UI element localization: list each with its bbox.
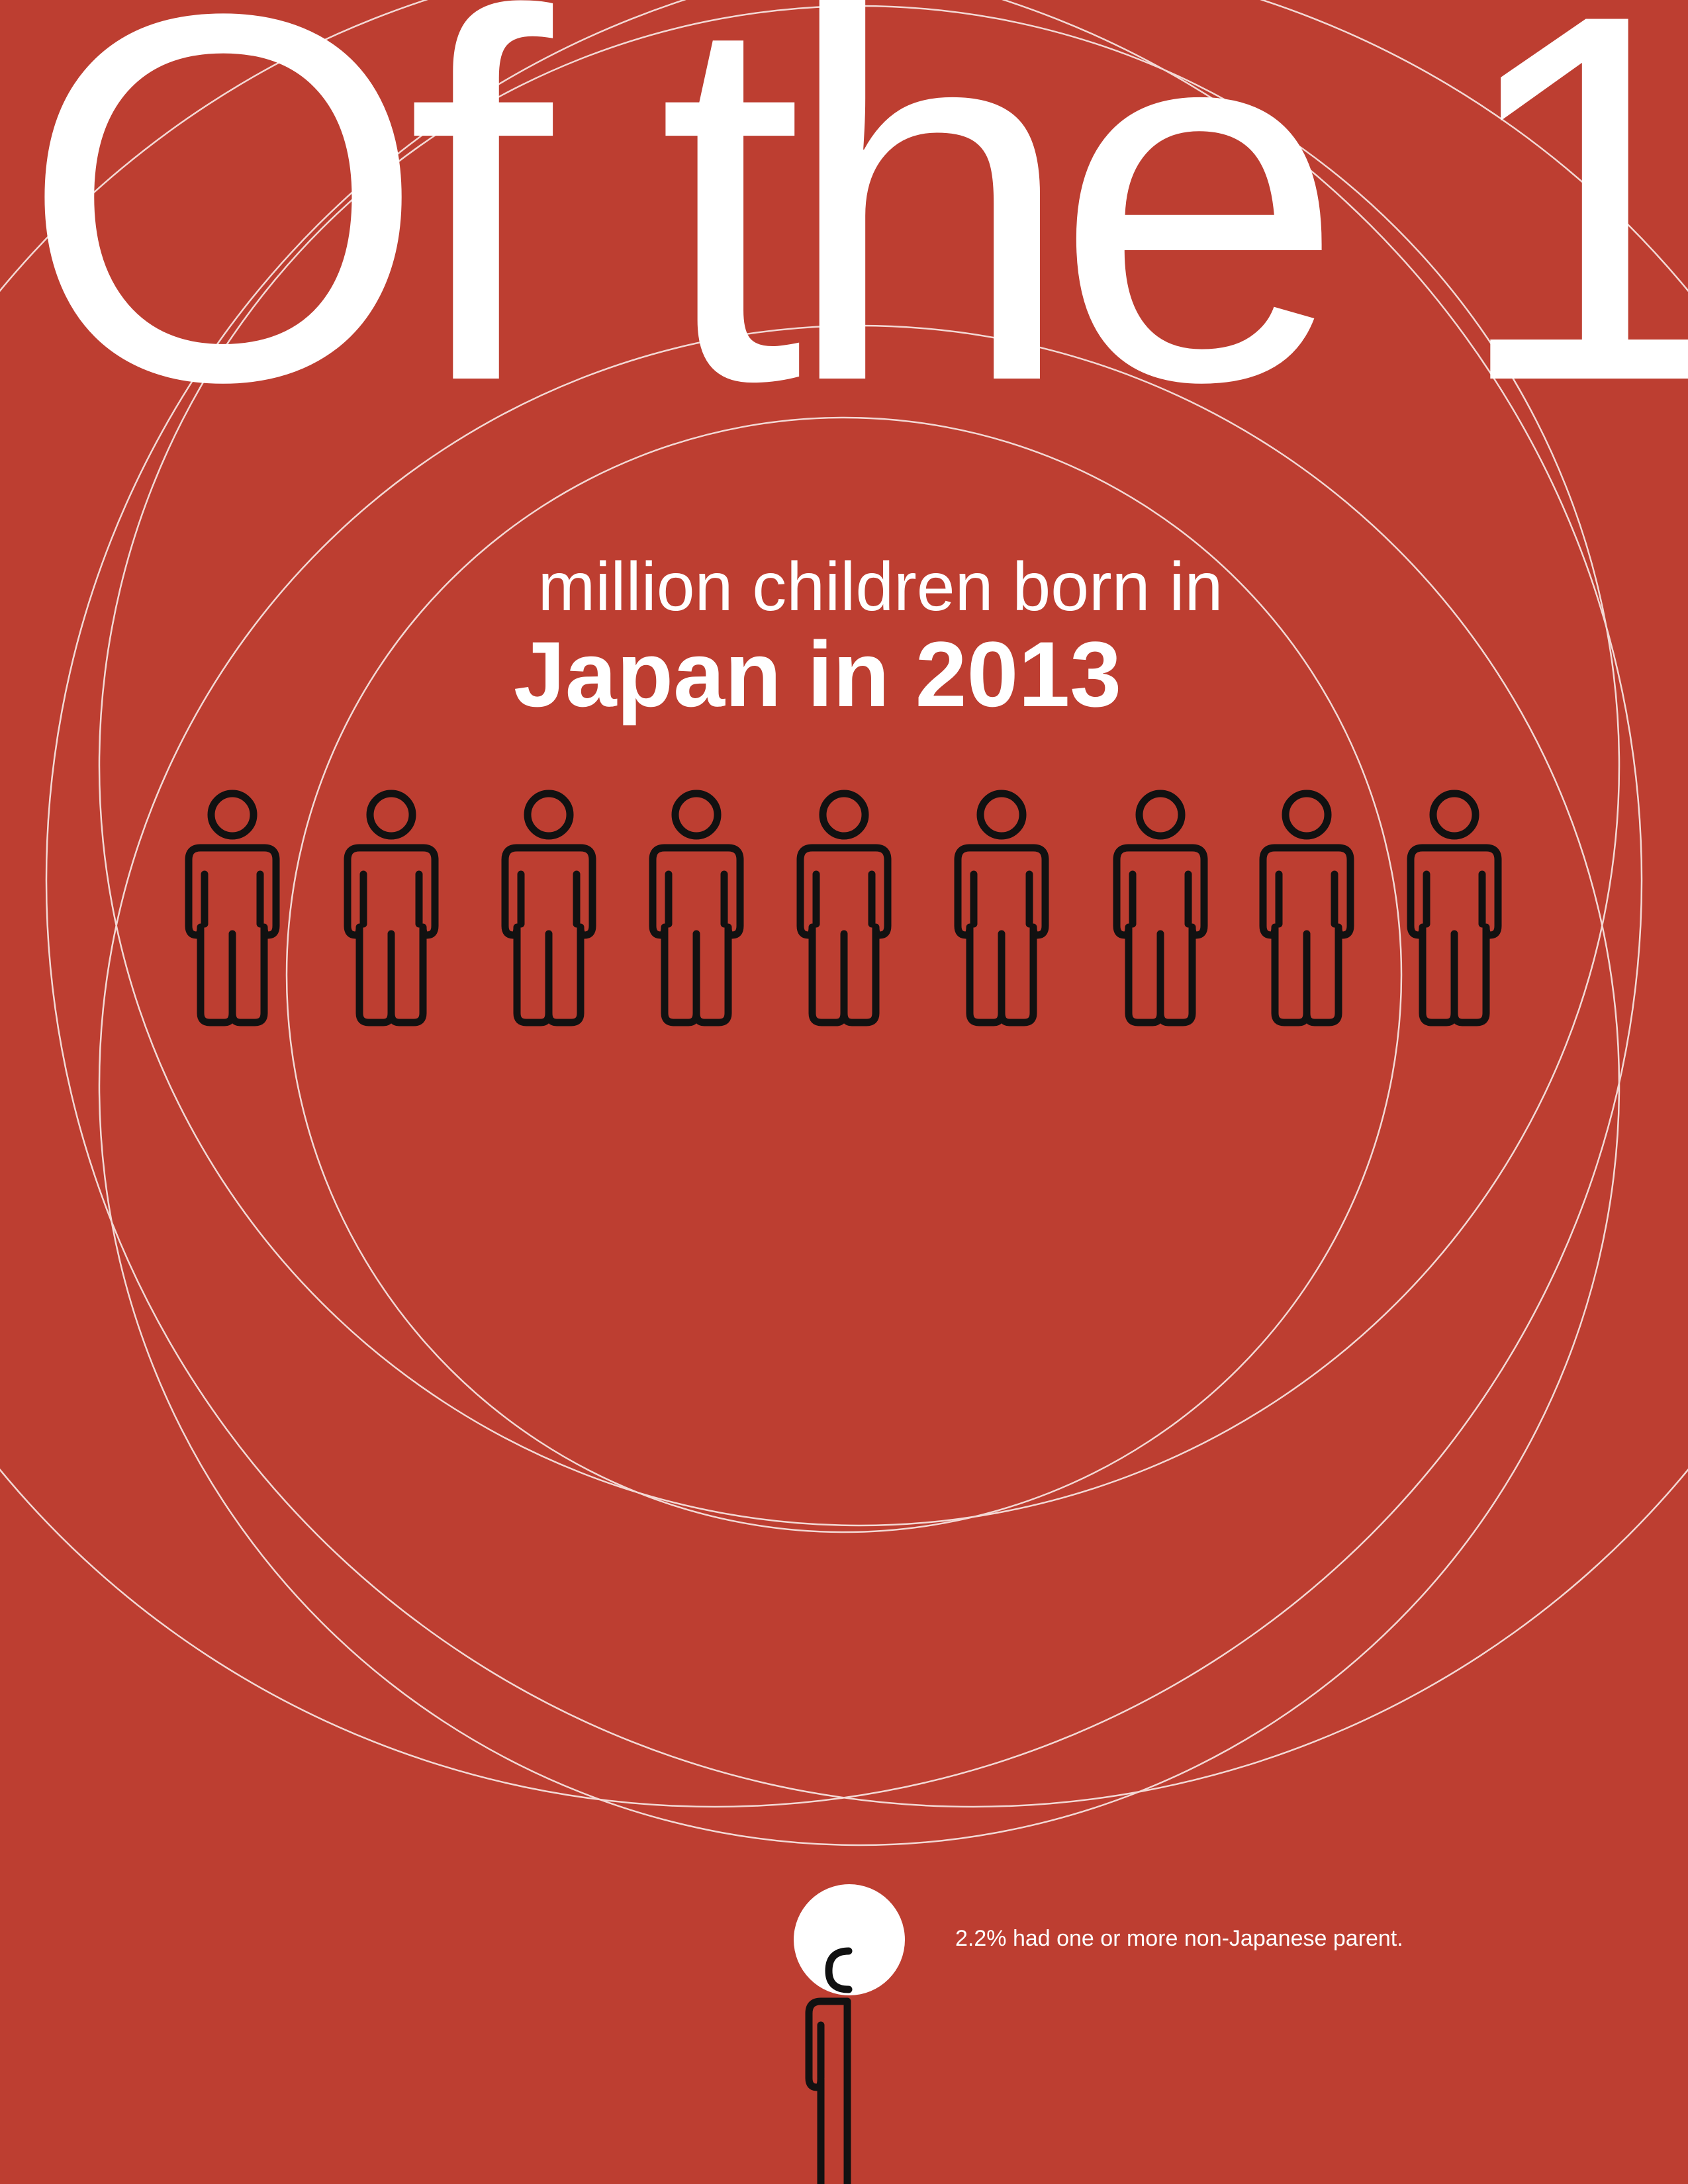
ring xyxy=(285,416,1403,1533)
ring xyxy=(46,0,1688,1807)
subtitle-strong: Japan in 2013 xyxy=(514,622,1121,726)
partial-body xyxy=(805,1997,851,2184)
partial-person xyxy=(805,1947,853,2184)
note: 2.2% had one or more non-Japanese parent… xyxy=(955,1926,1403,1951)
ring xyxy=(0,0,1642,1807)
ring xyxy=(98,5,1620,1527)
rings xyxy=(0,0,1688,1846)
headline: Of the 1 xyxy=(20,0,1688,490)
subtitle: million children born in xyxy=(538,549,1223,625)
partial-head xyxy=(825,1947,853,1993)
highlight-disc xyxy=(794,1884,905,1995)
